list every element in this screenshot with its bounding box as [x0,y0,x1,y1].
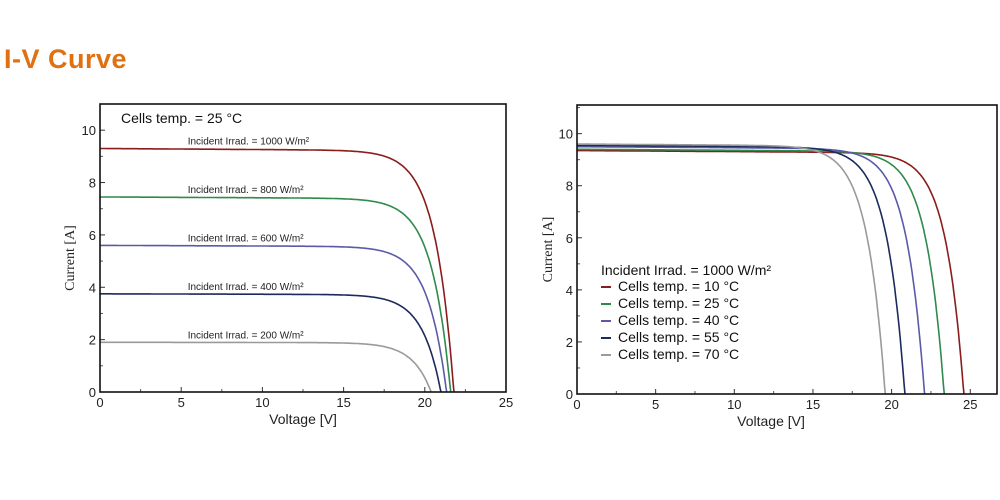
legend-entry: Cells temp. = 55 °C [618,329,739,345]
x-tick-label: 5 [178,395,185,410]
x-tick-label: 25 [963,397,977,412]
x-tick-label: 5 [652,397,659,412]
x-tick-label: 20 [884,397,898,412]
y-tick-label: 4 [89,280,96,295]
y-tick-label: 4 [566,283,573,298]
x-tick-label: 20 [418,395,432,410]
y-tick-label: 8 [566,179,573,194]
series-line [100,341,433,393]
plot-frame [99,103,507,393]
x-axis-label: Voltage [V] [269,411,337,427]
legend-entry: Cells temp. = 40 °C [618,312,739,328]
series-line [100,196,452,393]
y-tick-label: 6 [566,231,573,246]
legend-entry: Cells temp. = 70 °C [618,346,739,362]
series-line [577,148,946,395]
page-title: I-V Curve [4,44,128,74]
series-label: Incident Irrad. = 600 W/m² [188,234,305,245]
legend-entry: Cells temp. = 10 °C [618,278,739,294]
y-tick-label: 0 [566,387,573,402]
x-tick-label: 15 [806,397,820,412]
x-tick-label: 15 [336,395,350,410]
x-tick-label: 10 [255,395,269,410]
series-line [100,147,455,393]
series-label: Incident Irrad. = 800 W/m² [188,185,305,196]
series-line [100,293,442,393]
legend-entry: Cells temp. = 25 °C [618,295,739,311]
series-line [577,143,887,395]
x-axis-label: Voltage [V] [737,413,805,429]
y-tick-label: 0 [89,385,96,400]
y-tick-label: 2 [89,333,96,348]
y-tick-label: 6 [89,228,96,243]
chart-annotation: Cells temp. = 25 °C [121,110,242,126]
y-tick-label: 10 [82,123,96,138]
x-tick-label: 0 [96,395,103,410]
series-line [577,145,926,395]
x-tick-label: 0 [573,397,580,412]
series-line [577,149,965,395]
series-line [100,244,448,393]
y-tick-label: 2 [566,335,573,350]
y-tick-label: 10 [559,127,573,142]
x-tick-label: 25 [499,395,513,410]
y-tick-label: 8 [89,176,96,191]
legend-title: Incident Irrad. = 1000 W/m² [601,262,771,278]
y-axis-label: Current [A] [541,217,556,283]
series-label: Incident Irrad. = 400 W/m² [188,282,305,293]
y-axis-label: Current [A] [63,225,78,291]
x-tick-label: 10 [727,397,741,412]
series-line [577,144,906,395]
series-label: Incident Irrad. = 1000 W/m² [188,137,310,148]
series-label: Incident Irrad. = 200 W/m² [188,330,305,341]
plot-frame [576,104,998,395]
